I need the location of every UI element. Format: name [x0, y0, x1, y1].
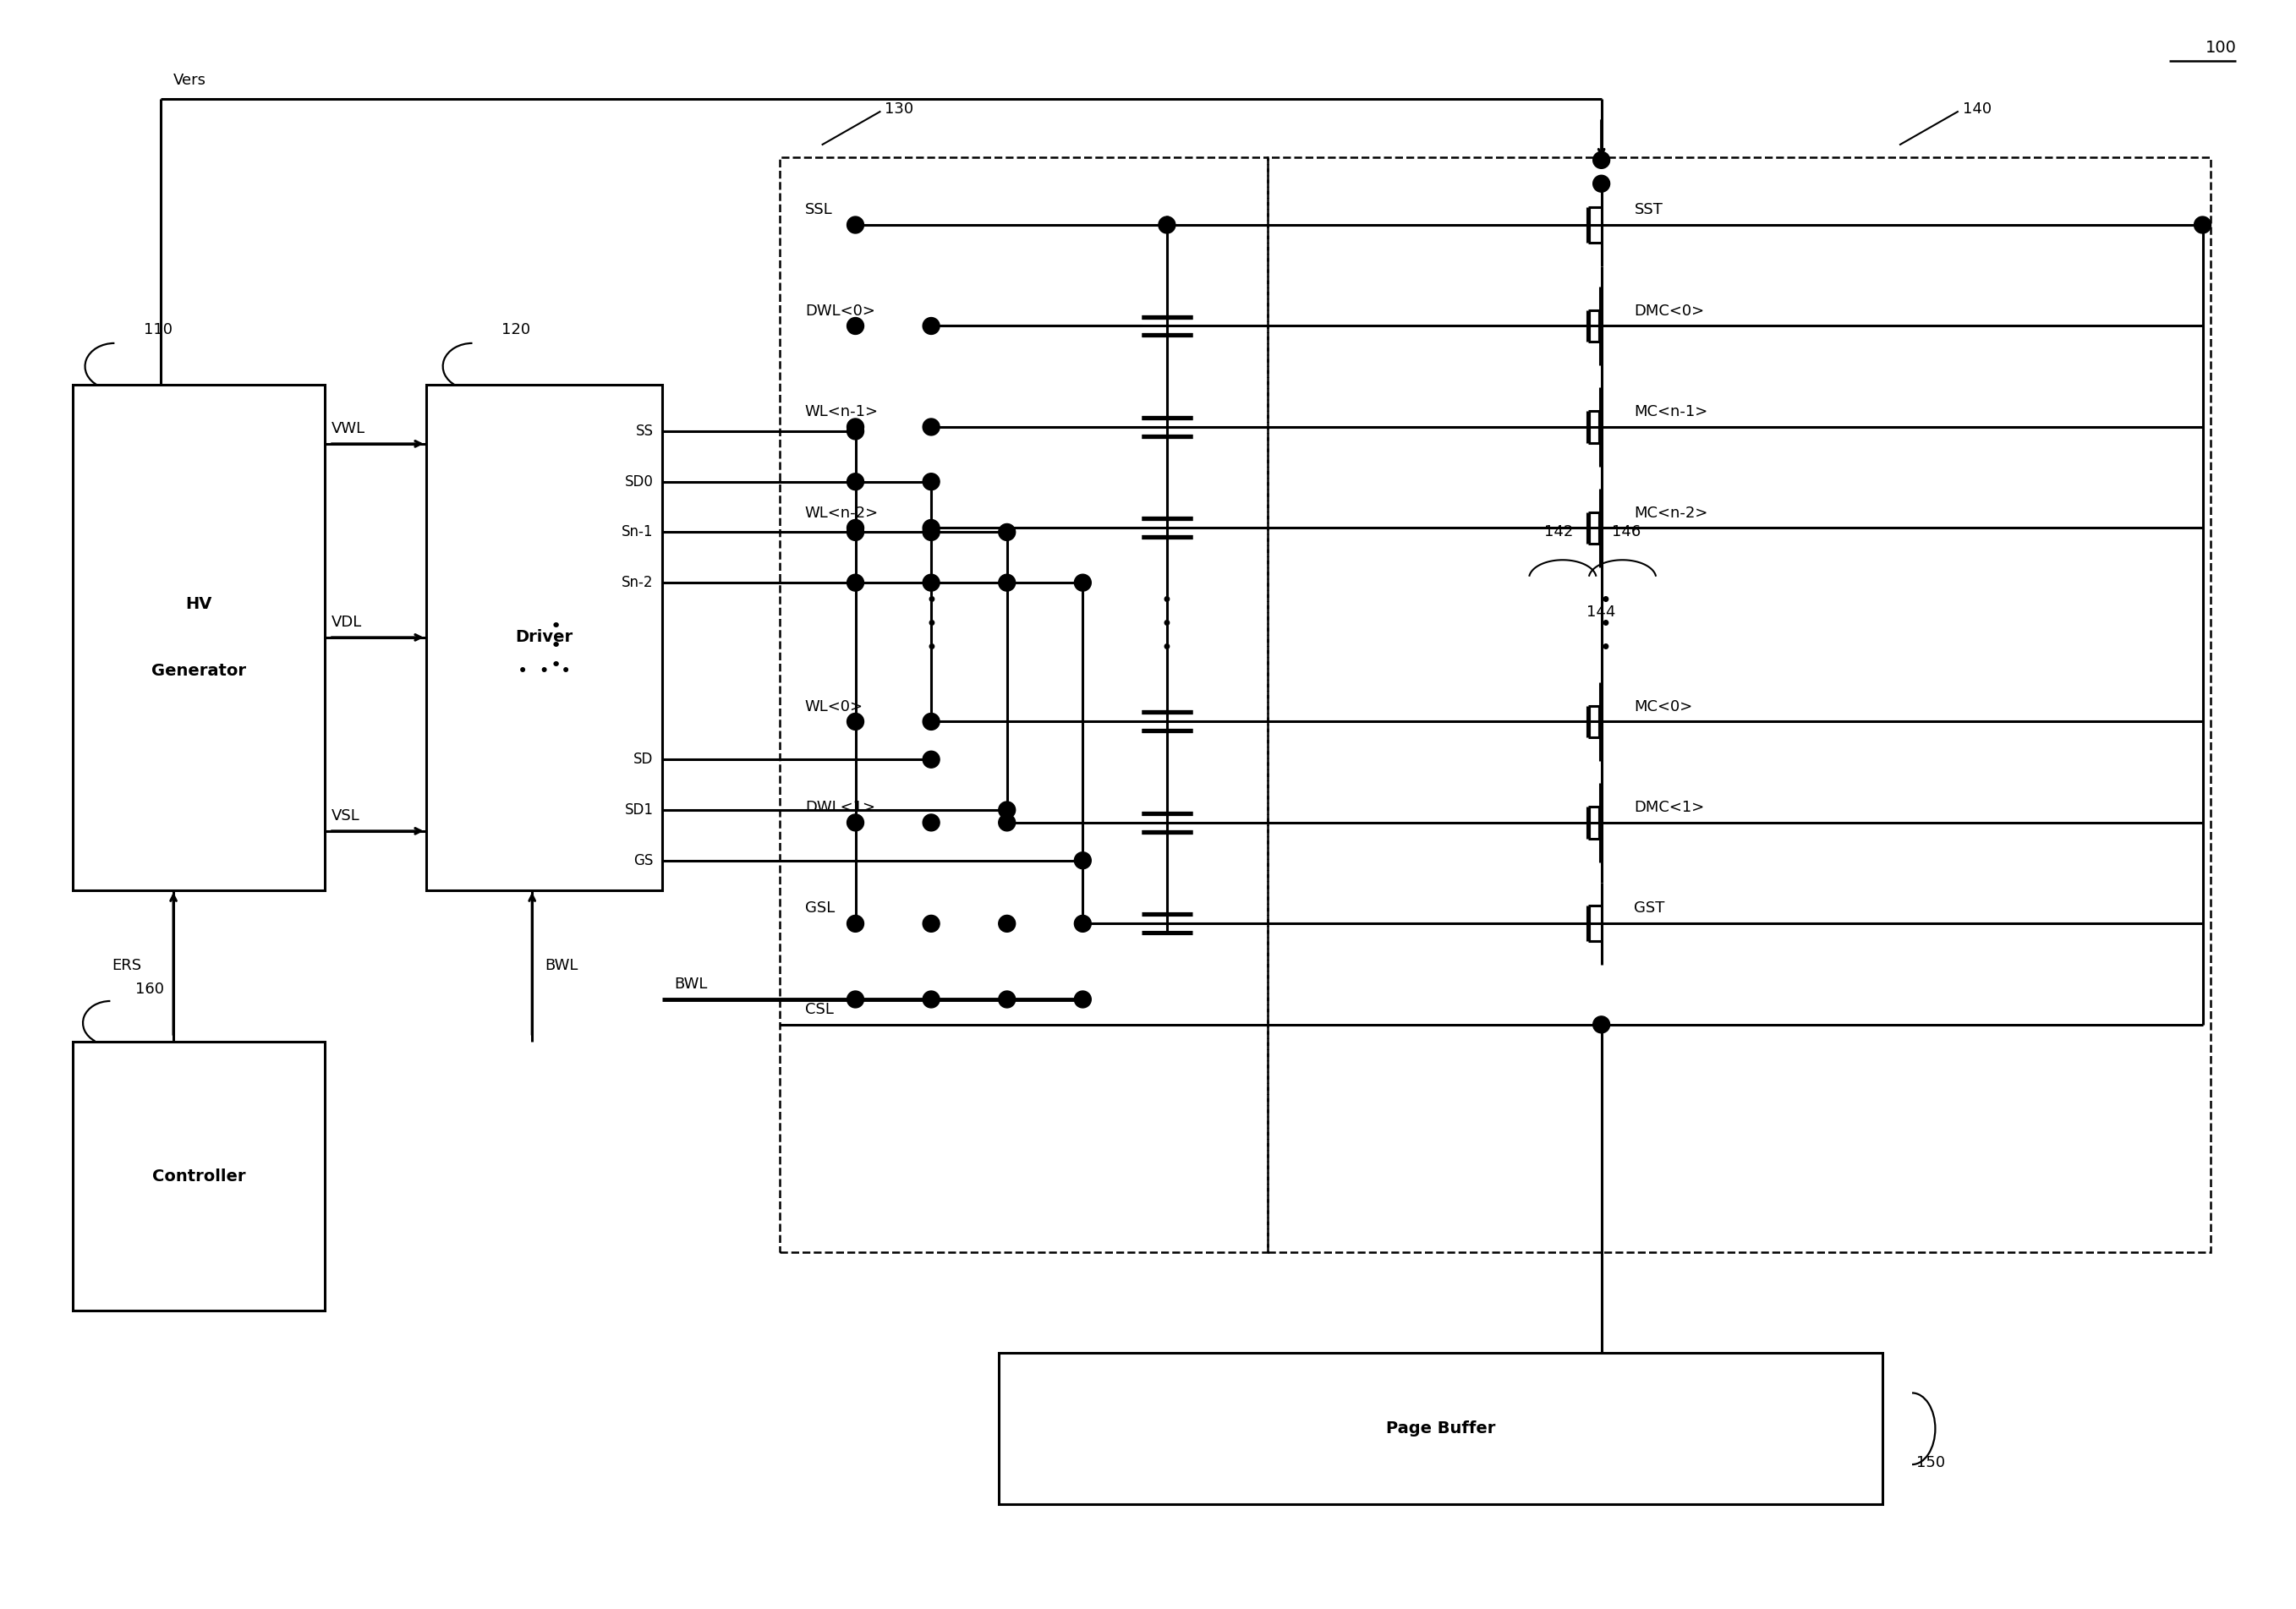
Text: 144: 144	[1587, 605, 1616, 619]
Circle shape	[923, 520, 939, 536]
Text: MC<n-2>: MC<n-2>	[1635, 505, 1708, 520]
Circle shape	[847, 473, 863, 491]
Text: GST: GST	[1635, 901, 1665, 916]
Text: SD0: SD0	[625, 475, 654, 489]
Text: DWL<0>: DWL<0>	[806, 302, 875, 319]
Circle shape	[847, 991, 863, 1007]
Text: BWL: BWL	[675, 977, 707, 991]
Circle shape	[999, 814, 1015, 830]
Circle shape	[2195, 217, 2211, 233]
Text: Controller: Controller	[152, 1168, 246, 1184]
Text: DWL<1>: DWL<1>	[806, 800, 875, 816]
Text: GS: GS	[634, 853, 654, 869]
Text: HV: HV	[186, 595, 211, 611]
Text: 130: 130	[884, 101, 914, 116]
Circle shape	[1593, 175, 1609, 191]
Text: 140: 140	[1963, 101, 1991, 116]
Circle shape	[1075, 574, 1091, 591]
Text: VDL: VDL	[331, 615, 363, 629]
Circle shape	[1075, 991, 1091, 1007]
Circle shape	[847, 574, 863, 591]
Text: DMC<0>: DMC<0>	[1635, 302, 1704, 319]
Circle shape	[847, 217, 863, 233]
Bar	[999, 1353, 1883, 1504]
Circle shape	[847, 520, 863, 536]
Circle shape	[847, 317, 863, 335]
Text: 100: 100	[2204, 40, 2236, 56]
Circle shape	[847, 525, 863, 541]
Bar	[73, 385, 326, 890]
Circle shape	[847, 916, 863, 932]
Circle shape	[1075, 853, 1091, 869]
Circle shape	[999, 801, 1015, 819]
Text: •
•
•: • • •	[1600, 591, 1612, 658]
Text: ERS: ERS	[113, 957, 142, 973]
Circle shape	[847, 423, 863, 439]
Text: GSL: GSL	[806, 901, 836, 916]
Text: 146: 146	[1612, 525, 1642, 539]
Text: SD1: SD1	[625, 803, 654, 817]
Circle shape	[923, 814, 939, 830]
Circle shape	[923, 916, 939, 932]
Text: Sn-1: Sn-1	[622, 525, 654, 539]
Circle shape	[923, 574, 939, 591]
Text: VSL: VSL	[331, 808, 360, 824]
Text: WL<0>: WL<0>	[806, 698, 863, 714]
Circle shape	[847, 814, 863, 830]
Text: •
•
•: • • •	[925, 591, 937, 658]
Text: •  •  •: • • •	[517, 663, 572, 679]
Text: •
•
•: • • •	[551, 618, 560, 674]
Text: VWL: VWL	[331, 422, 365, 436]
Circle shape	[999, 574, 1015, 591]
Circle shape	[923, 991, 939, 1007]
Circle shape	[923, 317, 939, 335]
Text: DMC<1>: DMC<1>	[1635, 800, 1704, 816]
Text: CSL: CSL	[806, 1002, 833, 1017]
Text: 120: 120	[503, 322, 530, 338]
Bar	[1267, 158, 2211, 1252]
Text: WL<n-2>: WL<n-2>	[806, 505, 879, 520]
Circle shape	[847, 418, 863, 436]
Text: MC<0>: MC<0>	[1635, 698, 1692, 714]
Text: 142: 142	[1543, 525, 1573, 539]
Text: 150: 150	[1917, 1455, 1945, 1471]
Circle shape	[923, 713, 939, 730]
Text: Sn-2: Sn-2	[622, 574, 654, 591]
Text: Vers: Vers	[174, 72, 207, 88]
Text: SS: SS	[636, 423, 654, 439]
Circle shape	[923, 751, 939, 767]
Text: •
•
•: • • •	[1162, 591, 1173, 658]
Circle shape	[999, 916, 1015, 932]
Text: MC<n-1>: MC<n-1>	[1635, 404, 1708, 420]
Bar	[427, 385, 661, 890]
Circle shape	[923, 525, 939, 541]
Text: Page Buffer: Page Buffer	[1387, 1421, 1495, 1437]
Circle shape	[1593, 151, 1609, 169]
Text: Driver: Driver	[514, 629, 572, 645]
Text: 160: 160	[135, 981, 165, 998]
Text: SD: SD	[634, 751, 654, 767]
Circle shape	[1593, 1017, 1609, 1033]
Circle shape	[999, 991, 1015, 1007]
Text: SSL: SSL	[806, 203, 833, 217]
Bar	[781, 158, 1267, 1252]
Circle shape	[923, 418, 939, 436]
Circle shape	[923, 473, 939, 491]
Circle shape	[1075, 916, 1091, 932]
Bar	[73, 1041, 326, 1311]
Circle shape	[1159, 217, 1176, 233]
Text: BWL: BWL	[544, 957, 579, 973]
Text: WL<n-1>: WL<n-1>	[806, 404, 879, 420]
Text: SST: SST	[1635, 203, 1662, 217]
Circle shape	[847, 713, 863, 730]
Circle shape	[999, 525, 1015, 541]
Text: 110: 110	[145, 322, 172, 338]
Text: Generator: Generator	[152, 663, 246, 679]
